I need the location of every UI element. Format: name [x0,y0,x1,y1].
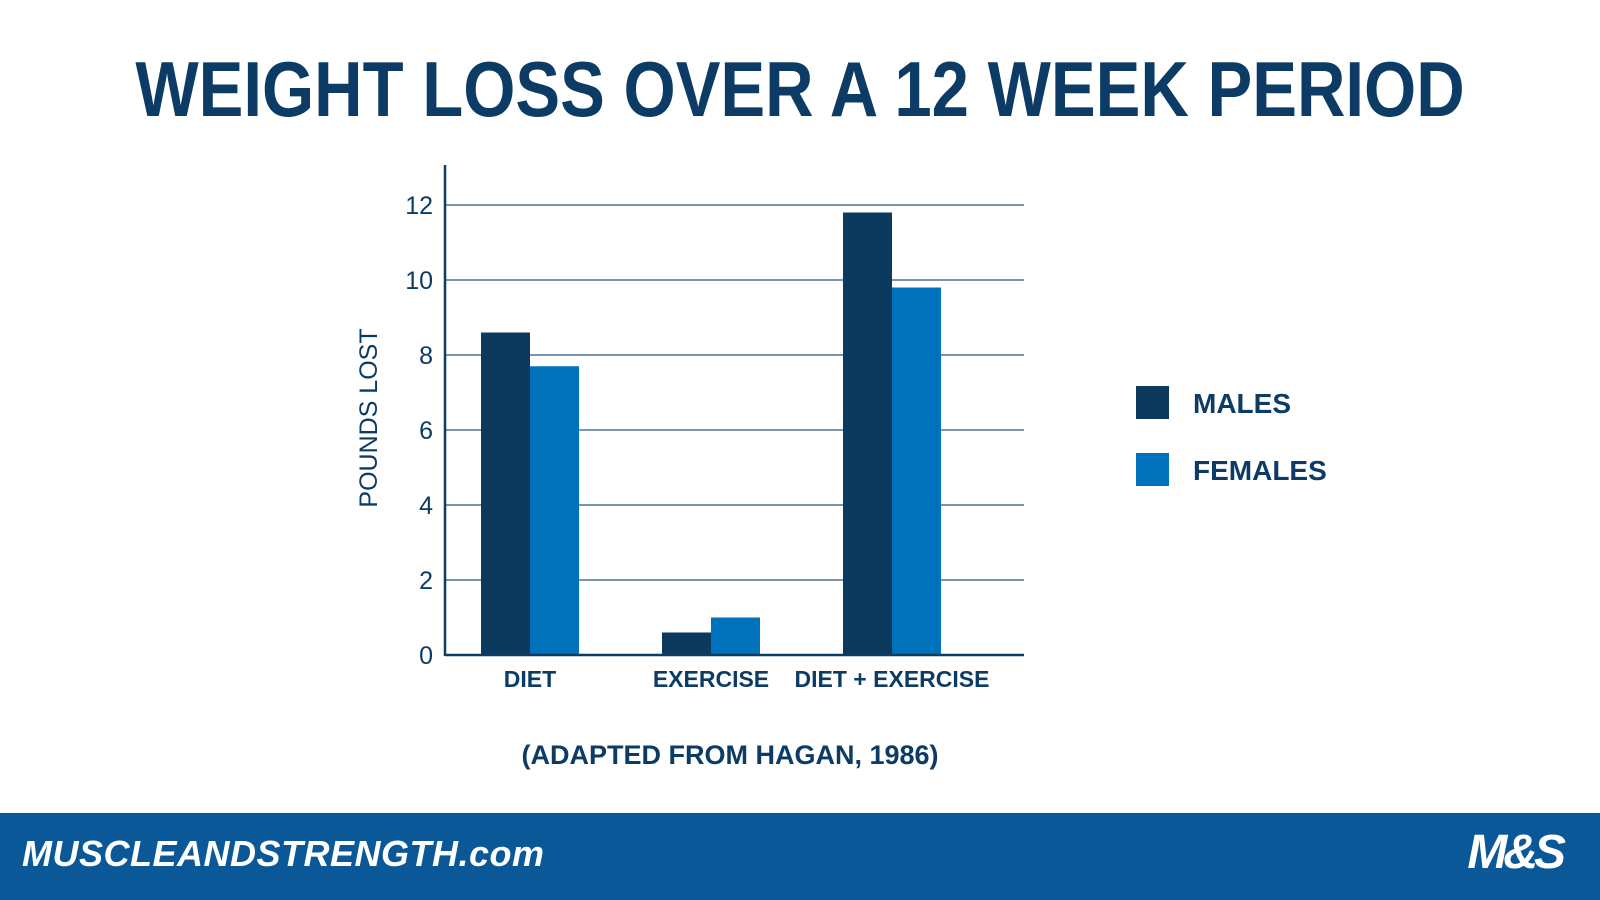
chart-title: WEIGHT LOSS OVER A 12 WEEK PERIOD [135,45,1465,133]
y-tick-label-6: 6 [419,417,433,445]
axes [443,165,1024,657]
y-tick-label-2: 2 [419,567,433,595]
x-tick-label-1: DIET [504,666,556,692]
bar-3-2 [892,287,941,655]
y-tick-label-8: 8 [419,342,433,370]
brand-logo[interactable]: M&S [1467,826,1566,879]
bar-1-2 [530,366,579,655]
axis-labels: 0 2 4 6 8 10 12 DIET EXERCISE DIET + EXERCISE [405,192,989,692]
legend-swatch-2 [1136,453,1169,486]
bars [481,212,941,655]
bar-chart: 0 2 4 6 8 10 12 DIET EXERCISE DIET + EXERCISE POU… [355,165,1327,692]
y-tick-label-0: 0 [419,642,433,670]
y-tick-label-4: 4 [419,492,433,520]
y-tick-label-12: 12 [405,192,433,220]
footer-bar: MUSCLEANDSTRENGTH.com M&S [0,813,1600,900]
bar-3-1 [843,212,892,655]
source-note: (ADAPTED FROM HAGAN, 1986) [521,740,939,770]
bar-2-2 [711,617,760,655]
x-tick-label-2: EXERCISE [653,666,769,692]
y-axis-title: POUNDS LOST [355,328,383,507]
site-name[interactable]: MUSCLEANDSTRENGTH.com [22,833,545,874]
bar-1-1 [481,332,530,655]
legend-label-1: MALES [1193,388,1291,419]
x-tick-label-3: DIET + EXERCISE [795,666,990,692]
legend-label-2: FEMALES [1193,455,1327,486]
legend: MALES FEMALES [1136,386,1327,486]
y-tick-label-10: 10 [405,267,433,295]
legend-swatch-1 [1136,386,1169,419]
bar-2-1 [662,632,711,655]
